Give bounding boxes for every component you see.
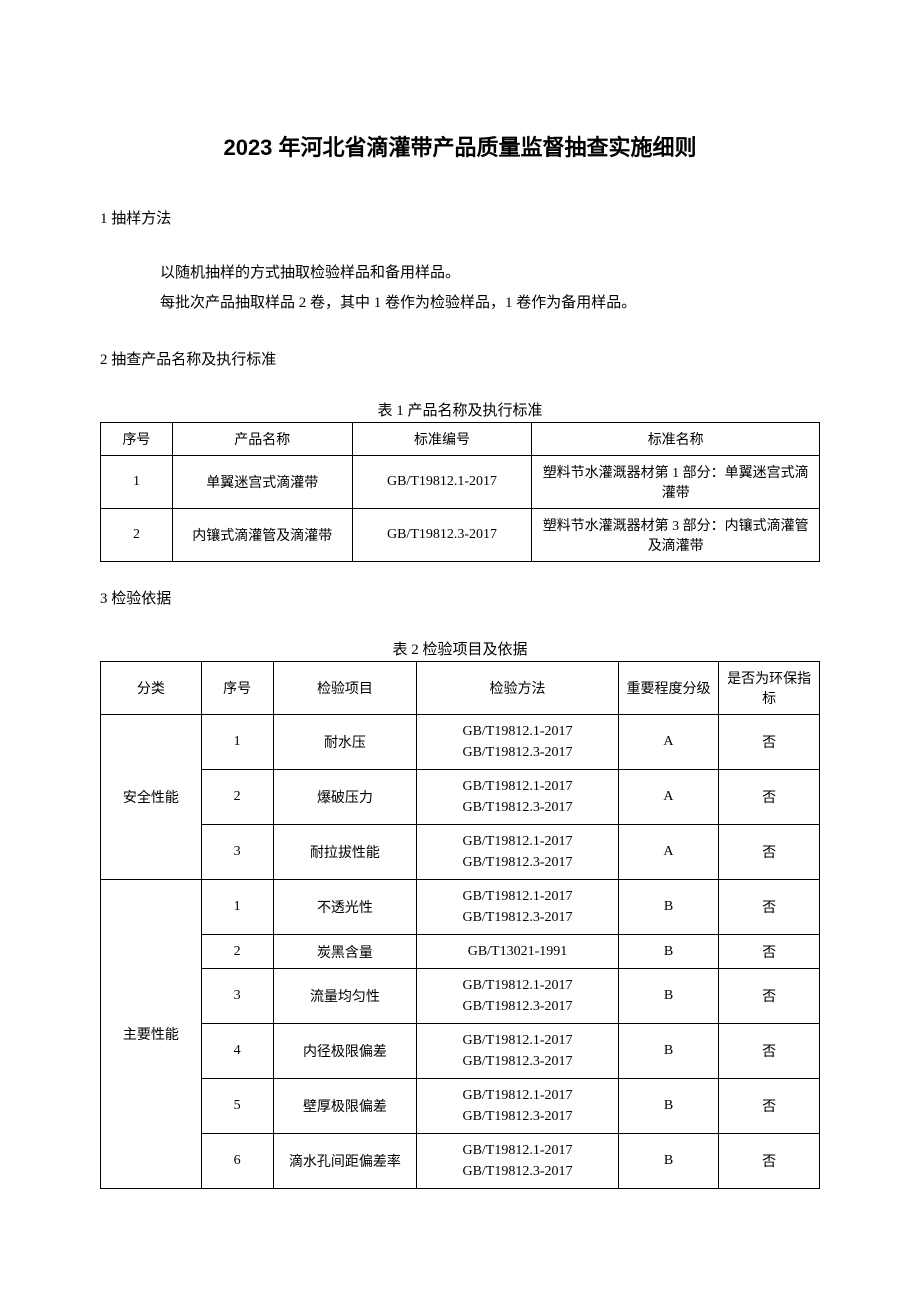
- table2-cell-category: 安全性能: [101, 715, 202, 880]
- table1-cell-seq: 2: [101, 509, 173, 562]
- table2-cell-seq: 2: [201, 935, 273, 969]
- table1-cell-product: 内镶式滴灌管及滴灌带: [172, 509, 352, 562]
- table2-header-method: 检验方法: [417, 662, 618, 715]
- table2-header-row: 分类 序号 检验项目 检验方法 重要程度分级 是否为环保指标: [101, 662, 820, 715]
- table2-row: 3耐拉拔性能GB/T19812.1-2017GB/T19812.3-2017A否: [101, 825, 820, 880]
- table2-cell-level: A: [618, 825, 719, 880]
- section1-p2: 每批次产品抽取样品 2 卷，其中 1 卷作为检验样品，1 卷作为备用样品。: [130, 288, 820, 318]
- table2-cell-seq: 5: [201, 1079, 273, 1134]
- table1-cell-seq: 1: [101, 456, 173, 509]
- table2-cell-item: 不透光性: [273, 880, 417, 935]
- table2-cell-env: 否: [719, 825, 820, 880]
- table2-cell-env: 否: [719, 935, 820, 969]
- table2-cell-env: 否: [719, 1079, 820, 1134]
- table2-cell-seq: 1: [201, 715, 273, 770]
- table2-row: 5壁厚极限偏差GB/T19812.1-2017GB/T19812.3-2017B…: [101, 1079, 820, 1134]
- section1-p1: 以随机抽样的方式抽取检验样品和备用样品。: [130, 258, 820, 288]
- table1-row: 2 内镶式滴灌管及滴灌带 GB/T19812.3-2017 塑料节水灌溉器材第 …: [101, 509, 820, 562]
- table2-cell-method: GB/T13021-1991: [417, 935, 618, 969]
- table2-cell-seq: 2: [201, 770, 273, 825]
- table2-cell-item: 内径极限偏差: [273, 1024, 417, 1079]
- table2-cell-seq: 1: [201, 880, 273, 935]
- table1-cell-standardno: GB/T19812.3-2017: [352, 509, 532, 562]
- table2-row: 主要性能1不透光性GB/T19812.1-2017GB/T19812.3-201…: [101, 880, 820, 935]
- table2-cell-seq: 4: [201, 1024, 273, 1079]
- table2-header-level: 重要程度分级: [618, 662, 719, 715]
- table2-cell-env: 否: [719, 1134, 820, 1189]
- table2-cell-category: 主要性能: [101, 880, 202, 1189]
- table2-cell-item: 耐拉拔性能: [273, 825, 417, 880]
- table2-cell-item: 爆破压力: [273, 770, 417, 825]
- table2-cell-method: GB/T19812.1-2017GB/T19812.3-2017: [417, 715, 618, 770]
- table1-header-row: 序号 产品名称 标准编号 标准名称: [101, 423, 820, 456]
- table2-header-env: 是否为环保指标: [719, 662, 820, 715]
- table2-cell-env: 否: [719, 880, 820, 935]
- table2-cell-seq: 3: [201, 825, 273, 880]
- table2-cell-env: 否: [719, 1024, 820, 1079]
- table2-cell-env: 否: [719, 715, 820, 770]
- table2-cell-method: GB/T19812.1-2017GB/T19812.3-2017: [417, 1134, 618, 1189]
- table2-cell-item: 壁厚极限偏差: [273, 1079, 417, 1134]
- table2-cell-method: GB/T19812.1-2017GB/T19812.3-2017: [417, 1079, 618, 1134]
- table1-cell-standardname: 塑料节水灌溉器材第 1 部分：单翼迷宫式滴灌带: [532, 456, 820, 509]
- table2-cell-level: A: [618, 770, 719, 825]
- table1-header-standardno: 标准编号: [352, 423, 532, 456]
- table2-cell-item: 流量均匀性: [273, 969, 417, 1024]
- table2-cell-level: B: [618, 1024, 719, 1079]
- table2-cell-level: B: [618, 1134, 719, 1189]
- table2-cell-level: B: [618, 969, 719, 1024]
- table2-header-category: 分类: [101, 662, 202, 715]
- table1-caption: 表 1 产品名称及执行标准: [100, 399, 820, 420]
- table2-row: 4内径极限偏差GB/T19812.1-2017GB/T19812.3-2017B…: [101, 1024, 820, 1079]
- table1-cell-product: 单翼迷宫式滴灌带: [172, 456, 352, 509]
- section3-heading: 3 检验依据: [100, 587, 820, 608]
- table2-cell-env: 否: [719, 770, 820, 825]
- table1-header-product: 产品名称: [172, 423, 352, 456]
- table2-cell-method: GB/T19812.1-2017GB/T19812.3-2017: [417, 880, 618, 935]
- table2-row: 2爆破压力GB/T19812.1-2017GB/T19812.3-2017A否: [101, 770, 820, 825]
- table2-cell-item: 耐水压: [273, 715, 417, 770]
- table1-header-standardname: 标准名称: [532, 423, 820, 456]
- table2-cell-env: 否: [719, 969, 820, 1024]
- table2-cell-method: GB/T19812.1-2017GB/T19812.3-2017: [417, 770, 618, 825]
- table2: 分类 序号 检验项目 检验方法 重要程度分级 是否为环保指标 安全性能1耐水压G…: [100, 661, 820, 1189]
- table2-row: 安全性能1耐水压GB/T19812.1-2017GB/T19812.3-2017…: [101, 715, 820, 770]
- table2-cell-level: B: [618, 935, 719, 969]
- table2-cell-level: A: [618, 715, 719, 770]
- table2-cell-level: B: [618, 880, 719, 935]
- table1-header-seq: 序号: [101, 423, 173, 456]
- table2-cell-level: B: [618, 1079, 719, 1134]
- table2-cell-seq: 6: [201, 1134, 273, 1189]
- table2-cell-method: GB/T19812.1-2017GB/T19812.3-2017: [417, 1024, 618, 1079]
- table1-cell-standardno: GB/T19812.1-2017: [352, 456, 532, 509]
- table1-row: 1 单翼迷宫式滴灌带 GB/T19812.1-2017 塑料节水灌溉器材第 1 …: [101, 456, 820, 509]
- table2-cell-item: 滴水孔间距偏差率: [273, 1134, 417, 1189]
- section1-body: 以随机抽样的方式抽取检验样品和备用样品。 每批次产品抽取样品 2 卷，其中 1 …: [100, 258, 820, 318]
- table2-row: 6滴水孔间距偏差率GB/T19812.1-2017GB/T19812.3-201…: [101, 1134, 820, 1189]
- table2-caption: 表 2 检验项目及依据: [100, 638, 820, 659]
- table2-cell-seq: 3: [201, 969, 273, 1024]
- section1-heading: 1 抽样方法: [100, 207, 820, 228]
- table1-cell-standardname: 塑料节水灌溉器材第 3 部分：内镶式滴灌管及滴灌带: [532, 509, 820, 562]
- document-title: 2023 年河北省滴灌带产品质量监督抽查实施细则: [100, 130, 820, 162]
- table2-cell-item: 炭黑含量: [273, 935, 417, 969]
- table2-cell-method: GB/T19812.1-2017GB/T19812.3-2017: [417, 969, 618, 1024]
- table1: 序号 产品名称 标准编号 标准名称 1 单翼迷宫式滴灌带 GB/T19812.1…: [100, 422, 820, 562]
- section2-heading: 2 抽查产品名称及执行标准: [100, 348, 820, 369]
- table2-header-seq: 序号: [201, 662, 273, 715]
- table2-header-item: 检验项目: [273, 662, 417, 715]
- table2-row: 2炭黑含量GB/T13021-1991B否: [101, 935, 820, 969]
- table2-cell-method: GB/T19812.1-2017GB/T19812.3-2017: [417, 825, 618, 880]
- table2-row: 3流量均匀性GB/T19812.1-2017GB/T19812.3-2017B否: [101, 969, 820, 1024]
